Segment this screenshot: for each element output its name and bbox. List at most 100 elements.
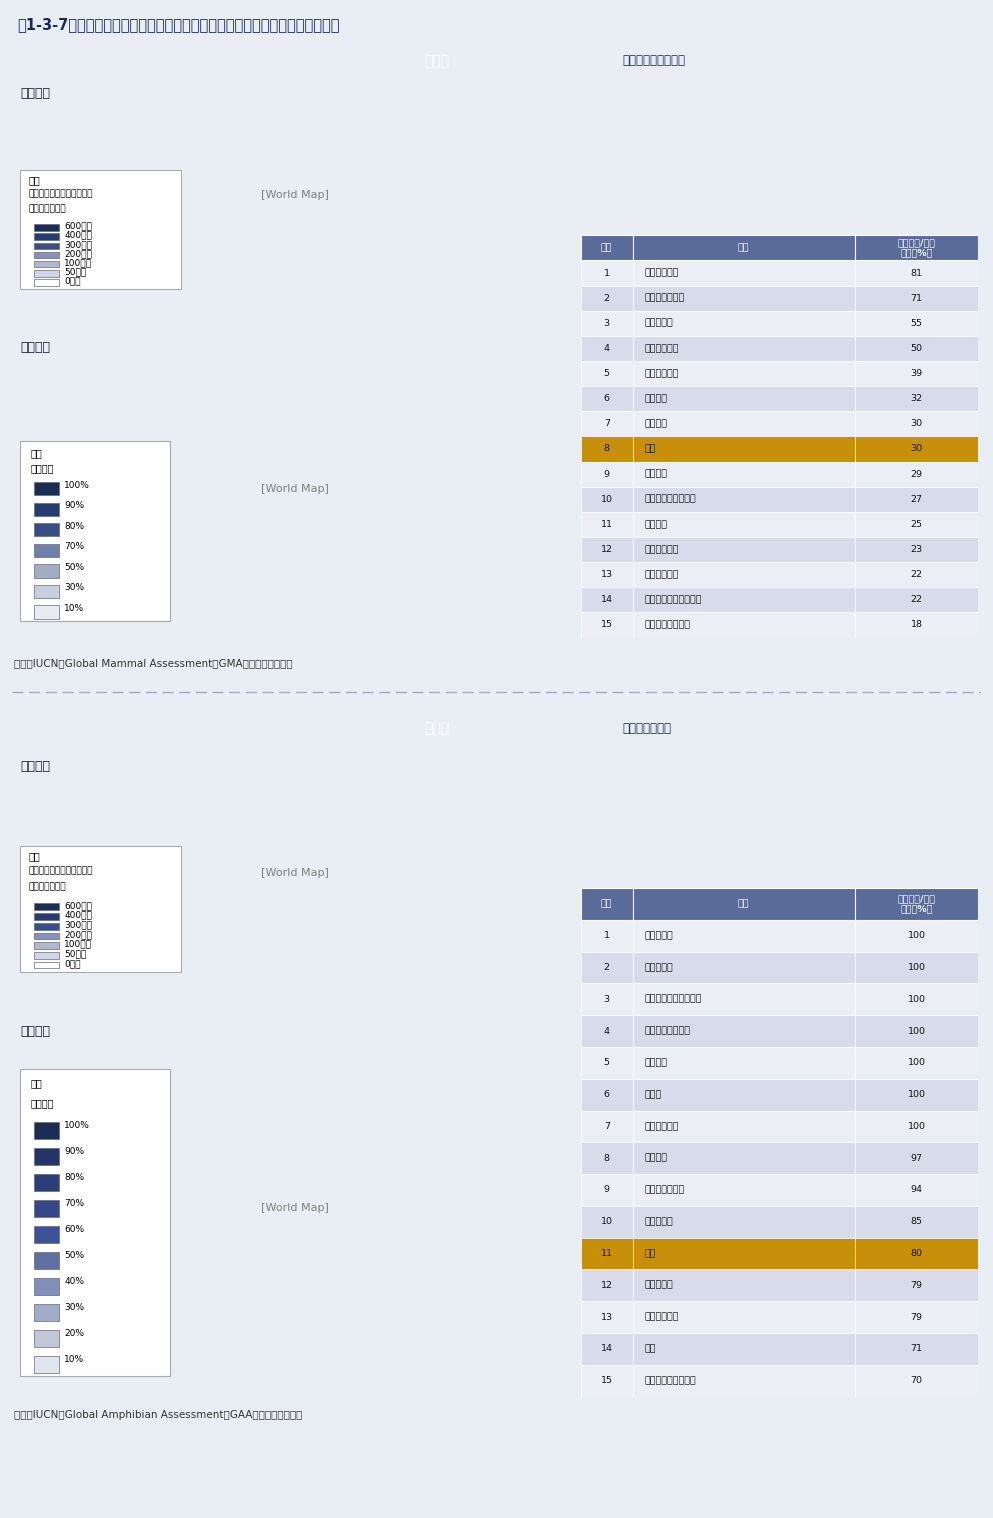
Text: パプアニューギニア: パプアニューギニア bbox=[644, 1377, 696, 1384]
Bar bbox=[855, 1237, 978, 1269]
Text: 50種～: 50種～ bbox=[65, 267, 86, 276]
Text: 国名: 国名 bbox=[738, 243, 750, 252]
Text: 凡例: 凡例 bbox=[31, 1078, 43, 1088]
Text: [World Map]: [World Map] bbox=[261, 484, 330, 493]
Text: 固有種率: 固有種率 bbox=[31, 463, 55, 474]
Bar bbox=[633, 335, 855, 361]
Bar bbox=[855, 512, 978, 537]
Text: ソロモン諸島: ソロモン諸島 bbox=[644, 545, 679, 554]
Text: 300種～: 300種～ bbox=[65, 920, 92, 929]
Text: 100: 100 bbox=[908, 1090, 925, 1099]
Text: 図1-3-7　世界の哺乳類及び両生類の分布状況（国別の固有種数／生息種数）: 図1-3-7 世界の哺乳類及び両生類の分布状況（国別の固有種数／生息種数） bbox=[17, 17, 340, 32]
Text: 固有種率: 固有種率 bbox=[21, 1025, 51, 1038]
Bar bbox=[34, 606, 59, 619]
Text: 固有種率: 固有種率 bbox=[21, 342, 51, 354]
Text: 22: 22 bbox=[911, 571, 922, 580]
Text: あることを示す: あることを示す bbox=[28, 203, 66, 213]
Bar bbox=[633, 1333, 855, 1365]
Text: 20%: 20% bbox=[65, 1330, 84, 1339]
Bar bbox=[633, 587, 855, 612]
Text: オーストラリア: オーストラリア bbox=[644, 293, 685, 302]
Text: 100: 100 bbox=[908, 931, 925, 940]
Text: 30: 30 bbox=[911, 419, 922, 428]
Bar bbox=[855, 1142, 978, 1173]
Text: 5: 5 bbox=[604, 1058, 610, 1067]
Bar bbox=[34, 252, 59, 258]
Text: 100: 100 bbox=[908, 1058, 925, 1067]
Bar bbox=[855, 487, 978, 512]
Bar bbox=[855, 235, 978, 261]
Bar bbox=[581, 888, 633, 920]
Bar bbox=[581, 1173, 633, 1205]
Bar bbox=[633, 920, 855, 952]
Bar bbox=[855, 261, 978, 285]
Bar bbox=[855, 920, 978, 952]
Bar bbox=[633, 1079, 855, 1111]
Text: 32: 32 bbox=[911, 395, 922, 404]
Bar bbox=[34, 483, 59, 495]
Bar bbox=[855, 461, 978, 487]
Bar bbox=[633, 1269, 855, 1301]
Bar bbox=[633, 512, 855, 537]
Text: 固有種率: 固有種率 bbox=[31, 1098, 55, 1108]
Text: クリスマス島: クリスマス島 bbox=[644, 345, 679, 352]
Text: [World Map]: [World Map] bbox=[261, 1204, 330, 1213]
Text: 80%: 80% bbox=[65, 1173, 84, 1183]
Text: 27: 27 bbox=[911, 495, 922, 504]
Text: 2: 2 bbox=[604, 293, 610, 302]
Text: 30%: 30% bbox=[65, 1302, 84, 1312]
Text: サントメ・プリンシペ: サントメ・プリンシペ bbox=[644, 994, 702, 1003]
Bar bbox=[34, 565, 59, 577]
Bar bbox=[855, 1079, 978, 1111]
Bar bbox=[581, 1301, 633, 1333]
Text: 70%: 70% bbox=[65, 1199, 84, 1208]
Text: 50%: 50% bbox=[65, 563, 84, 572]
Bar bbox=[34, 1173, 59, 1190]
Text: ジャマイカ: ジャマイカ bbox=[644, 931, 673, 940]
Text: 14: 14 bbox=[601, 595, 613, 604]
Text: スリランカ: スリランカ bbox=[644, 1217, 673, 1227]
Bar bbox=[855, 537, 978, 562]
Bar bbox=[581, 335, 633, 361]
Text: ニュージーランド: ニュージーランド bbox=[644, 1026, 690, 1035]
Bar bbox=[581, 487, 633, 512]
Text: 1: 1 bbox=[604, 269, 610, 278]
Text: 哺乳類: 哺乳類 bbox=[424, 53, 450, 68]
Bar bbox=[855, 1111, 978, 1142]
Text: 写真：環境省: 写真：環境省 bbox=[583, 999, 623, 1008]
Bar bbox=[581, 311, 633, 335]
Text: チリ: チリ bbox=[644, 1345, 656, 1354]
Bar bbox=[581, 1205, 633, 1237]
Text: 80: 80 bbox=[911, 1249, 922, 1258]
Bar bbox=[855, 361, 978, 386]
Bar bbox=[581, 1269, 633, 1301]
Bar bbox=[34, 952, 59, 959]
Text: ブラジル: ブラジル bbox=[644, 469, 667, 478]
Bar bbox=[633, 285, 855, 311]
Bar bbox=[855, 335, 978, 361]
Text: 10: 10 bbox=[601, 1217, 613, 1227]
Text: マダガスカル: マダガスカル bbox=[644, 1122, 679, 1131]
Text: キューバ: キューバ bbox=[644, 1154, 667, 1163]
Text: パラオ: パラオ bbox=[644, 1090, 661, 1099]
Text: 写真：環境省: 写真：環境省 bbox=[583, 319, 623, 328]
Text: 生息種数: 生息種数 bbox=[21, 761, 51, 773]
Text: 100: 100 bbox=[908, 962, 925, 972]
Bar bbox=[633, 612, 855, 638]
Text: 資料：IUCN、Global Mammal Assessment（GMA）より環境省作成: 資料：IUCN、Global Mammal Assessment（GMA）より環… bbox=[14, 659, 293, 668]
Bar bbox=[633, 1237, 855, 1269]
Text: 200種～: 200種～ bbox=[65, 931, 92, 940]
Bar bbox=[581, 612, 633, 638]
Text: 15: 15 bbox=[601, 1377, 613, 1384]
Text: 71: 71 bbox=[911, 293, 922, 302]
Text: 7: 7 bbox=[604, 419, 610, 428]
Text: 0種～: 0種～ bbox=[65, 959, 80, 968]
Text: 30: 30 bbox=[911, 445, 922, 454]
Text: プエルトリコ: プエルトリコ bbox=[644, 1313, 679, 1322]
Text: 400種～: 400種～ bbox=[65, 911, 92, 920]
Bar bbox=[34, 270, 59, 276]
Bar bbox=[34, 1330, 59, 1346]
Text: 資料：IUCN、Global Amphibian Assessment（GAA）より環境省作成: 資料：IUCN、Global Amphibian Assessment（GAA）… bbox=[14, 1410, 302, 1419]
Bar bbox=[633, 411, 855, 437]
Text: フィリピン: フィリピン bbox=[644, 1281, 673, 1290]
